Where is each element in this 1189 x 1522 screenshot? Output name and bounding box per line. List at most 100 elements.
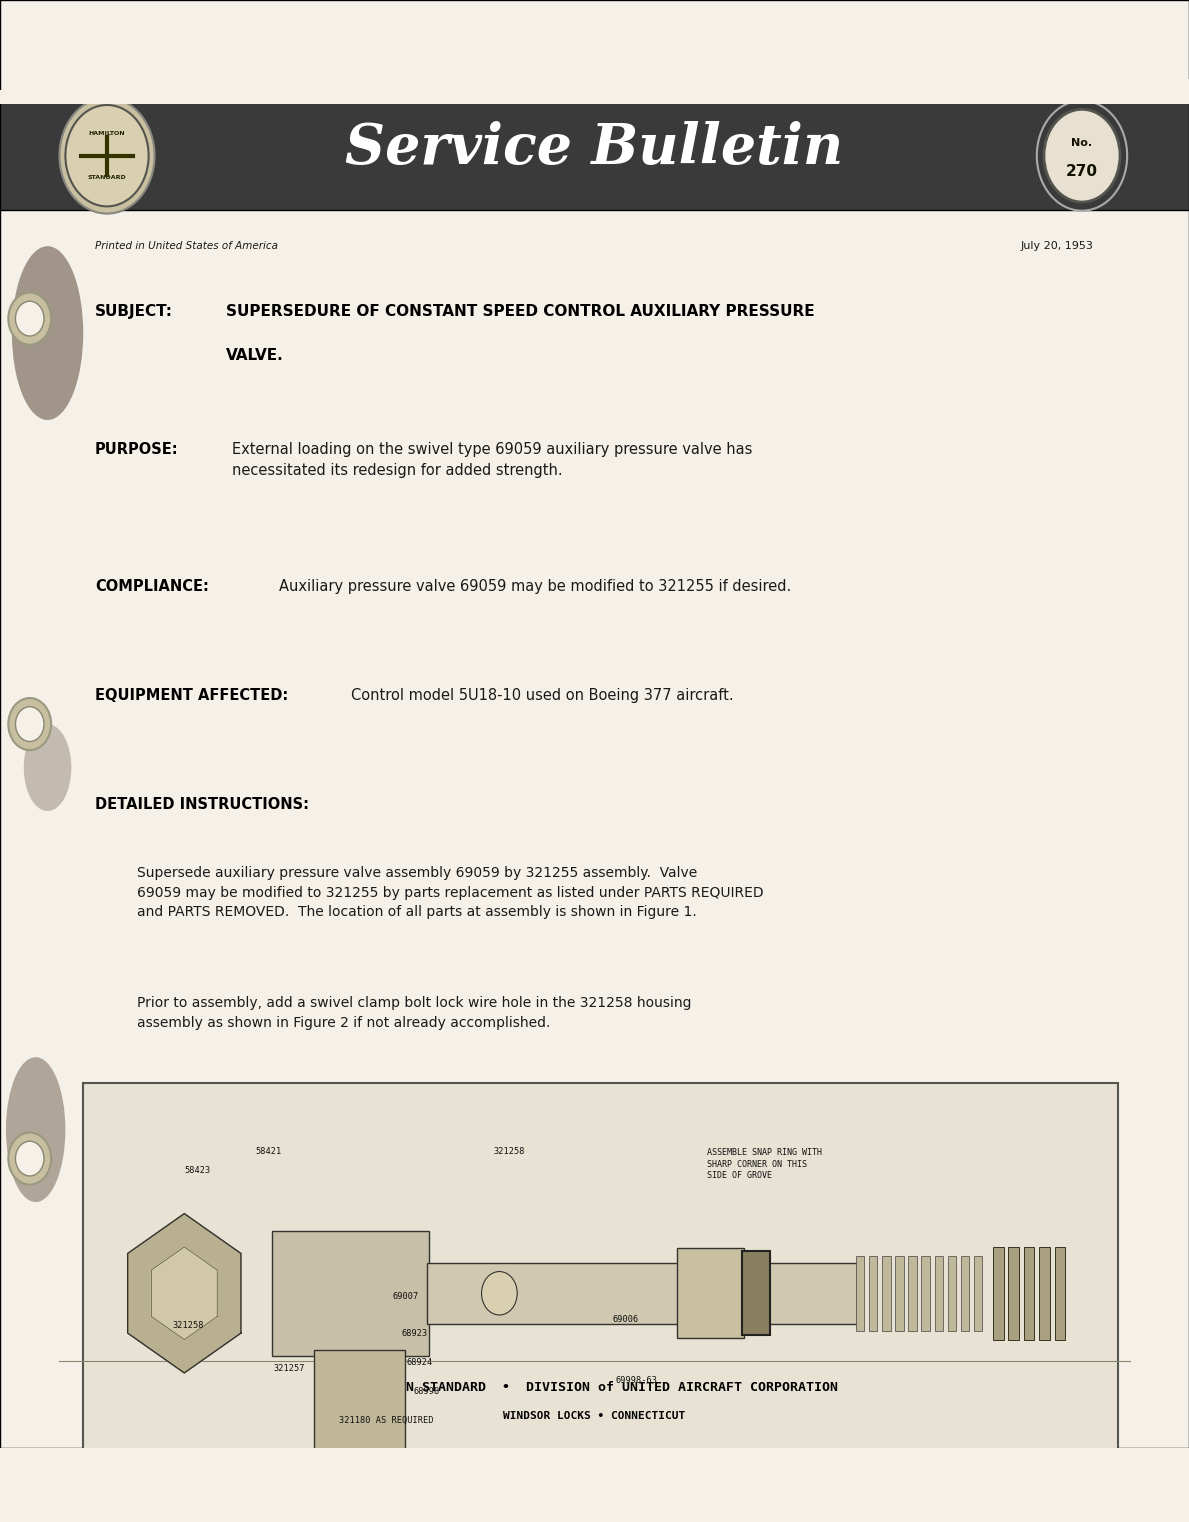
Text: Supersede auxiliary pressure valve assembly 69059 by 321255 assembly.  Valve
690: Supersede auxiliary pressure valve assem… [137,866,763,919]
Text: 321258: 321258 [493,1148,524,1155]
FancyBboxPatch shape [963,87,999,105]
FancyBboxPatch shape [250,81,285,105]
FancyBboxPatch shape [820,90,856,105]
FancyBboxPatch shape [869,1256,877,1330]
FancyBboxPatch shape [882,1256,891,1330]
FancyBboxPatch shape [749,94,785,105]
Text: 69007: 69007 [392,1292,419,1301]
Text: HAMILTON: HAMILTON [89,131,125,137]
Circle shape [8,292,51,344]
Circle shape [1037,100,1127,210]
FancyBboxPatch shape [713,85,749,105]
FancyBboxPatch shape [927,93,963,105]
FancyBboxPatch shape [999,85,1034,105]
Text: 68998: 68998 [414,1387,440,1396]
Ellipse shape [12,247,83,420]
FancyBboxPatch shape [499,94,535,105]
FancyBboxPatch shape [1055,1247,1065,1339]
Text: VALVE.: VALVE. [226,347,284,362]
Text: SUBJECT:: SUBJECT: [95,304,174,320]
Text: 321180 AS REQUIRED: 321180 AS REQUIRED [339,1415,433,1425]
FancyBboxPatch shape [178,94,214,105]
Text: Service Bulletin: Service Bulletin [345,120,844,177]
Text: WINDSOR LOCKS • CONNECTICUT: WINDSOR LOCKS • CONNECTICUT [503,1411,686,1422]
Text: Prior to assembly, add a swivel clamp bolt lock wire hole in the 321258 housing
: Prior to assembly, add a swivel clamp bo… [137,997,691,1030]
Text: Auxiliary pressure valve 69059 may be modified to 321255 if desired.: Auxiliary pressure valve 69059 may be mo… [279,580,792,594]
FancyBboxPatch shape [1106,94,1141,105]
FancyBboxPatch shape [948,1256,956,1330]
FancyBboxPatch shape [272,1231,429,1356]
Text: SUPERSEDURE OF CONSTANT SPEED CONTROL AUXILIARY PRESSURE: SUPERSEDURE OF CONSTANT SPEED CONTROL AU… [226,304,814,320]
Circle shape [482,1271,517,1315]
Text: STANDARD: STANDARD [88,175,126,180]
FancyBboxPatch shape [935,1256,943,1330]
FancyBboxPatch shape [1039,1247,1050,1339]
Text: HAMILTON STANDARD  •  DIVISION of UNITED AIRCRAFT CORPORATION: HAMILTON STANDARD • DIVISION of UNITED A… [351,1380,838,1394]
Text: PURPOSE:: PURPOSE: [95,441,178,457]
FancyBboxPatch shape [214,96,250,105]
Text: July 20, 1953: July 20, 1953 [1021,240,1094,251]
FancyBboxPatch shape [36,79,71,105]
FancyBboxPatch shape [895,1256,904,1330]
FancyBboxPatch shape [83,1084,1118,1489]
FancyBboxPatch shape [993,1247,1004,1339]
Polygon shape [151,1247,218,1339]
Text: ASSEMBLE SNAP RING WITH
SHARP CORNER ON THIS
SIDE OF GROVE: ASSEMBLE SNAP RING WITH SHARP CORNER ON … [707,1149,823,1180]
FancyBboxPatch shape [321,84,357,105]
Circle shape [8,1132,51,1184]
Text: 58423: 58423 [184,1166,210,1175]
Circle shape [15,706,44,741]
FancyBboxPatch shape [285,85,321,105]
FancyBboxPatch shape [0,102,1189,210]
Text: 270: 270 [1067,164,1097,180]
FancyBboxPatch shape [428,81,464,105]
FancyBboxPatch shape [314,1350,405,1490]
FancyBboxPatch shape [107,85,143,105]
FancyBboxPatch shape [71,84,107,105]
Circle shape [309,1472,409,1522]
FancyBboxPatch shape [892,82,927,105]
FancyBboxPatch shape [143,94,178,105]
Circle shape [8,699,51,750]
FancyBboxPatch shape [921,1256,930,1330]
Circle shape [65,105,149,207]
FancyBboxPatch shape [1177,79,1189,105]
FancyBboxPatch shape [392,79,428,105]
FancyBboxPatch shape [742,1251,770,1335]
FancyBboxPatch shape [535,93,571,105]
FancyBboxPatch shape [677,1248,744,1338]
Text: 68923: 68923 [402,1329,428,1338]
Circle shape [1044,110,1120,202]
FancyBboxPatch shape [974,1256,982,1330]
FancyBboxPatch shape [1070,85,1106,105]
Ellipse shape [6,1058,65,1202]
FancyBboxPatch shape [961,1256,969,1330]
FancyBboxPatch shape [571,91,606,105]
Text: 68924: 68924 [407,1358,433,1367]
FancyBboxPatch shape [357,96,392,105]
Text: EQUIPMENT AFFECTED:: EQUIPMENT AFFECTED: [95,688,289,703]
FancyBboxPatch shape [606,87,642,105]
FancyBboxPatch shape [856,1256,864,1330]
Ellipse shape [24,724,71,811]
FancyBboxPatch shape [0,90,36,105]
Circle shape [15,301,44,336]
Text: 321257: 321257 [273,1364,304,1373]
Text: DETAILED INSTRUCTIONS:: DETAILED INSTRUCTIONS: [95,796,309,811]
Text: External loading on the swivel type 69059 auxiliary pressure valve has
necessita: External loading on the swivel type 6905… [232,441,753,478]
FancyBboxPatch shape [427,1263,857,1324]
Circle shape [333,1501,385,1522]
FancyBboxPatch shape [464,93,499,105]
FancyBboxPatch shape [1024,1247,1034,1339]
Text: 69998-63: 69998-63 [616,1376,658,1385]
Text: 69006: 69006 [612,1315,638,1324]
FancyBboxPatch shape [0,0,1189,1449]
FancyBboxPatch shape [908,1256,917,1330]
Text: 58421: 58421 [256,1148,282,1155]
Circle shape [59,97,155,213]
Text: 321258: 321258 [172,1321,203,1330]
FancyBboxPatch shape [642,88,678,105]
FancyBboxPatch shape [678,91,713,105]
FancyBboxPatch shape [1034,96,1070,105]
FancyBboxPatch shape [785,91,820,105]
